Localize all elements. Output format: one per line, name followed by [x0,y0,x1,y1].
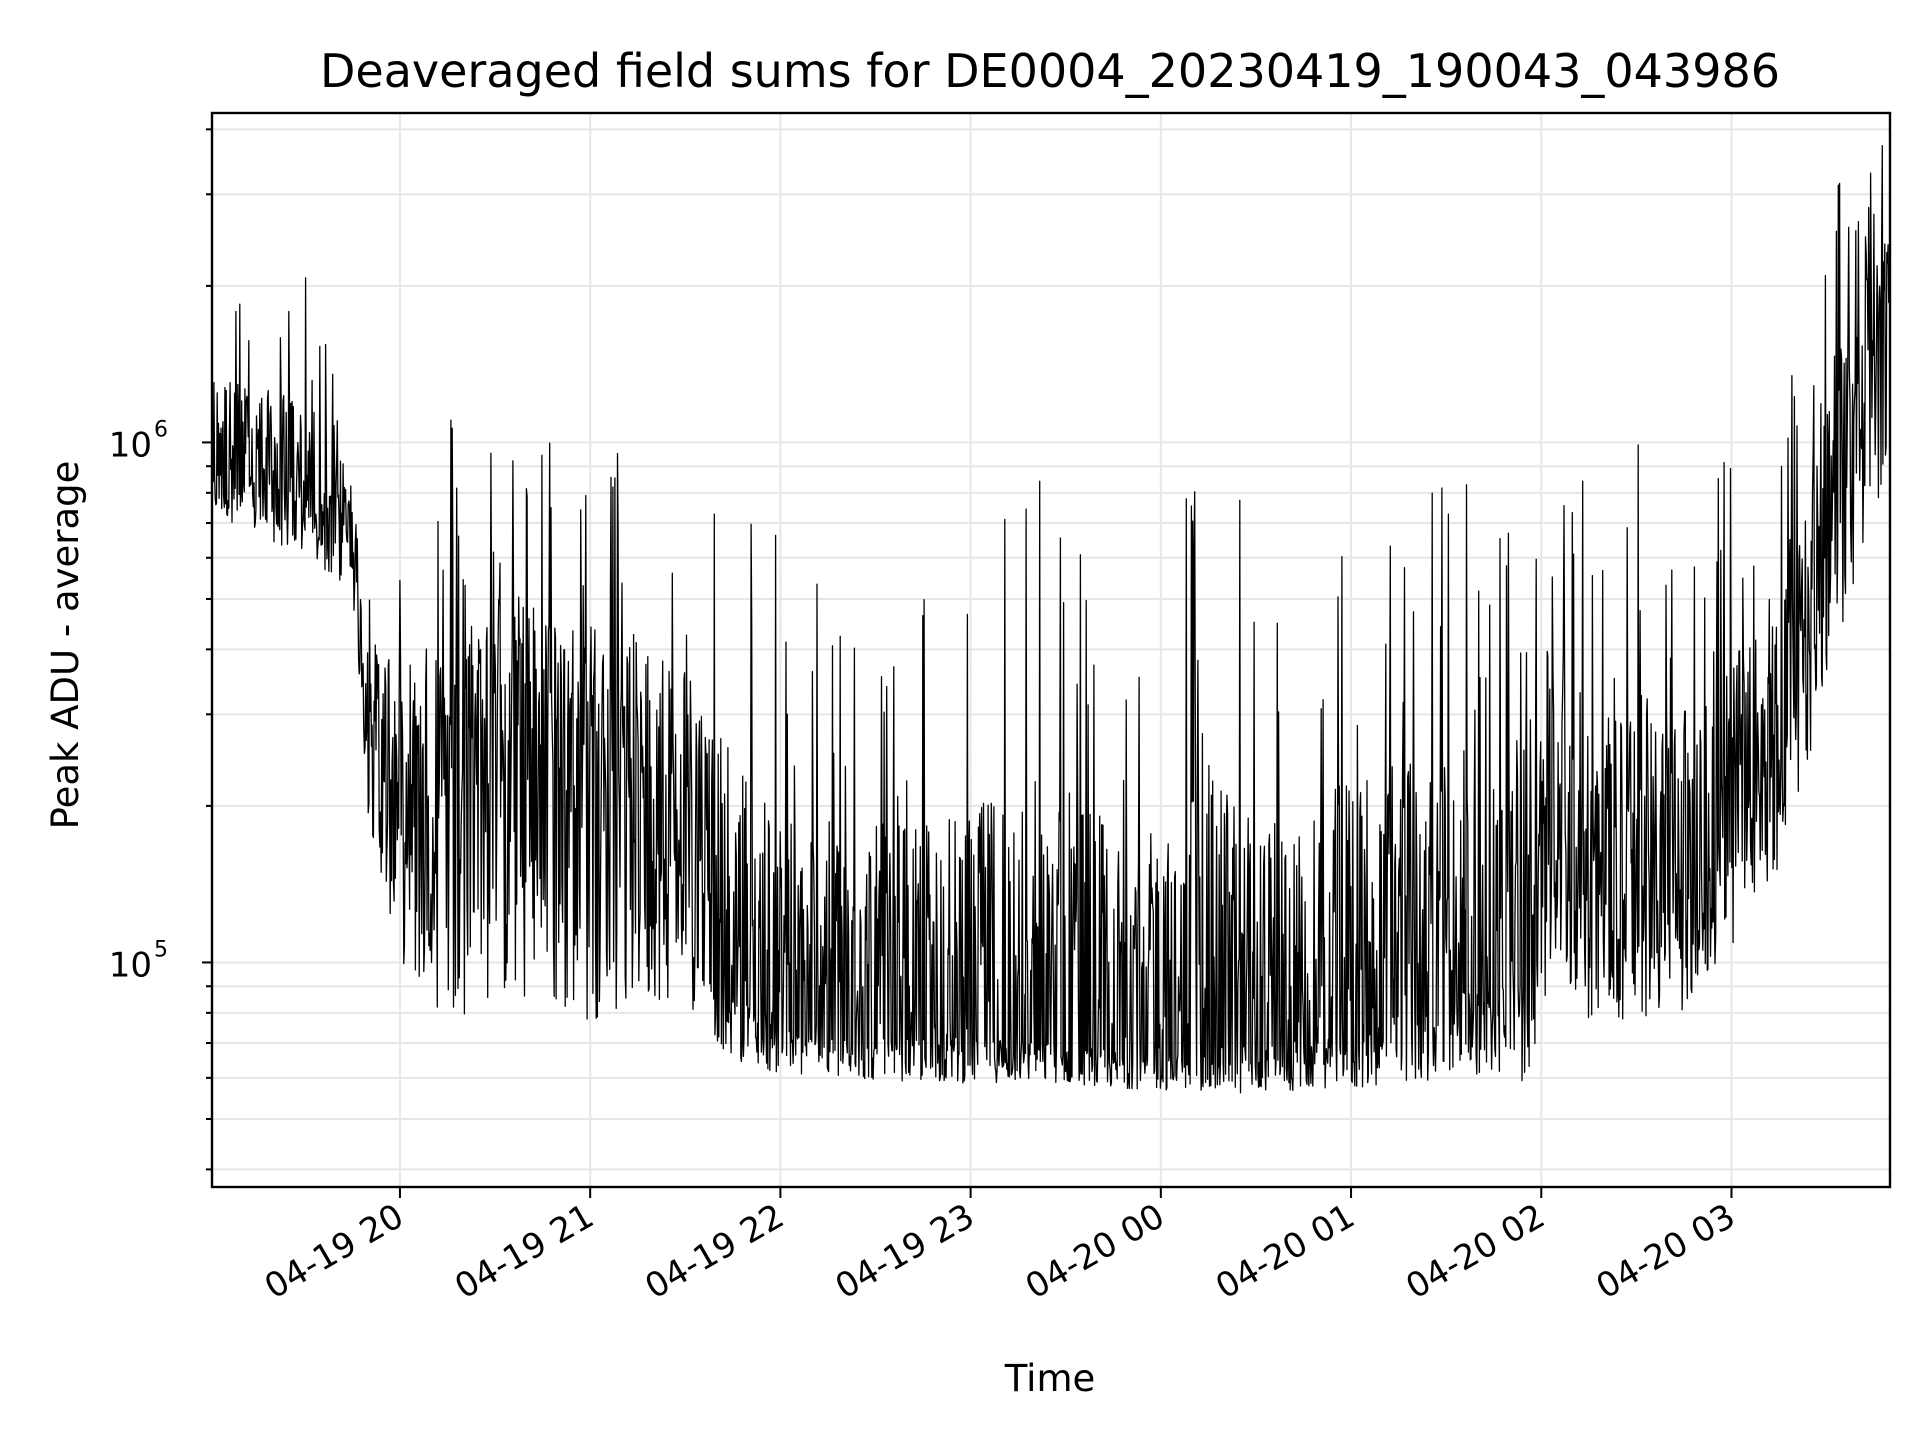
x-axis-label: Time [1004,1357,1096,1400]
y-tick-exponent: 6 [154,417,168,442]
series-layer [211,144,1891,1094]
chart-title: Deaveraged field sums for DE0004_2023041… [320,44,1780,98]
y-tick-exponent: 5 [154,937,168,962]
y-axis-label: Peak ADU - average [44,461,87,830]
y-tick-label: 10 [109,425,152,465]
series-line [211,144,1891,1094]
y-tick-label: 10 [109,945,152,985]
